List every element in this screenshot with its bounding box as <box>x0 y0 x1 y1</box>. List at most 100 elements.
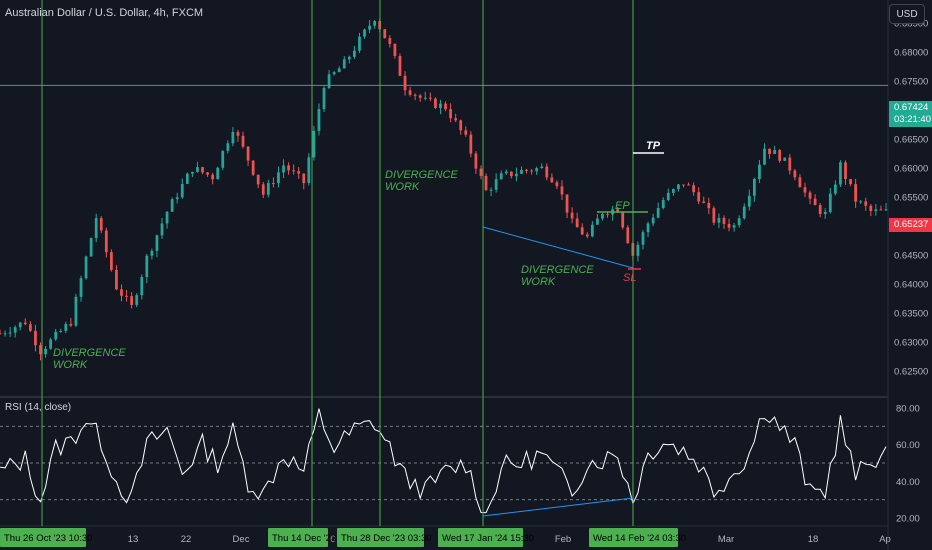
candle-body <box>23 322 27 325</box>
price-tick-label: 0.62500 <box>894 367 928 378</box>
last-price-badge: 0.65237 <box>889 218 932 232</box>
drawing-lines[interactable] <box>482 152 664 517</box>
time-highlight-label: Thu 28 Dec '23 03:30 <box>341 533 432 544</box>
candle-body <box>201 167 204 173</box>
entry-price-label[interactable]: EP <box>615 200 630 212</box>
vertical-lines[interactable] <box>41 0 634 526</box>
candle-body <box>54 331 58 340</box>
candle-body <box>570 212 574 219</box>
candle-body <box>418 95 422 98</box>
candle-body <box>550 177 554 183</box>
rsi-line-group <box>0 408 887 514</box>
candle-body <box>13 327 17 333</box>
candle-body <box>530 170 533 172</box>
divergence-annotation-2[interactable]: DIVERGENCE WORK <box>385 169 458 193</box>
candle-body <box>130 296 134 305</box>
divergence-annotation-1[interactable]: DIVERGENCE WORK <box>53 347 126 371</box>
chart-title: Australian Dollar / U.S. Dollar, 4h, FXC… <box>5 7 204 19</box>
divergence-annotation-3-line1: DIVERGENCE <box>521 264 594 276</box>
candle-body <box>408 90 412 95</box>
candle-body <box>768 148 771 154</box>
candle-body <box>833 184 837 194</box>
candle-body <box>221 150 225 168</box>
candle-body <box>616 209 620 213</box>
candle-body <box>565 194 569 213</box>
candle-body <box>79 278 83 297</box>
candle-body <box>560 186 564 195</box>
candle-body <box>606 213 609 215</box>
candle-body <box>28 324 32 331</box>
candle-body <box>373 21 377 26</box>
candle-body <box>322 88 326 110</box>
take-profit-label[interactable]: TP <box>646 140 661 152</box>
candle-body <box>499 173 503 180</box>
divergence-annotation-3[interactable]: DIVERGENCE WORK <box>521 264 594 288</box>
candle-body <box>444 103 447 110</box>
candle-body <box>439 103 442 109</box>
current-price-badge: 0.67424 03:21:40 <box>889 101 932 127</box>
candle-body <box>125 295 128 297</box>
candle-body <box>808 192 812 199</box>
candle-body <box>246 146 250 161</box>
time-axis-ticks: 13 22 Dec 0 Feb Mar 18 Ap Thu 26 Oct '23 10:30 Th… <box>0 528 891 547</box>
time-tick-label: 22 <box>181 534 192 545</box>
candle-body <box>484 175 488 191</box>
candle-body <box>191 171 194 174</box>
candle-body <box>773 150 777 154</box>
currency-button[interactable]: USD <box>889 4 925 24</box>
candle-body <box>707 202 711 209</box>
candle-body <box>666 192 670 200</box>
candle-body <box>196 167 199 172</box>
candle-body <box>185 173 189 184</box>
candle-body <box>256 174 260 185</box>
candle-body <box>0 333 2 335</box>
candle-body <box>64 324 68 331</box>
candle-body <box>702 201 706 203</box>
price-trendline <box>482 226 634 269</box>
rsi-tick-label: 20.00 <box>896 514 920 525</box>
candle-body <box>469 134 473 154</box>
candle-body <box>575 218 579 228</box>
candle-body <box>363 29 366 37</box>
candle-body <box>74 296 78 326</box>
candle-body <box>44 348 47 355</box>
candle-body <box>793 170 797 178</box>
rsi-guide-lines <box>0 425 886 501</box>
candle-body <box>180 183 184 198</box>
divergence-annotation-1-line1: DIVERGENCE <box>53 347 126 359</box>
price-tick-label: 0.64000 <box>894 280 928 291</box>
candle-body <box>94 218 98 239</box>
candle-body <box>160 223 164 236</box>
candle-body <box>813 198 817 206</box>
price-tick-label: 0.64500 <box>894 251 928 262</box>
rsi-indicator-label[interactable]: RSI (14, close) <box>5 402 72 413</box>
candle-body <box>39 345 42 355</box>
candle-body <box>383 29 387 39</box>
rsi-tick-label: 80.00 <box>896 404 920 415</box>
candle-body <box>727 223 731 228</box>
candle-body <box>104 230 108 253</box>
candle-body <box>869 205 873 211</box>
time-tick-label: 18 <box>808 534 819 545</box>
candle-body <box>211 174 215 180</box>
candle-body <box>216 167 220 180</box>
time-highlight-label: Thu 14 Dec '23 <box>272 533 336 544</box>
candle-body <box>722 217 726 224</box>
candle-body <box>423 97 427 99</box>
candle-body <box>580 227 584 235</box>
divergence-annotation-1-line2: WORK <box>53 359 88 371</box>
candle-body <box>449 109 452 119</box>
candle-body <box>337 68 341 73</box>
stop-loss-label[interactable]: SL <box>623 272 637 284</box>
price-tick-label: 0.66500 <box>894 135 928 146</box>
candle-body <box>464 130 468 135</box>
candle-body <box>798 177 802 188</box>
candle-body <box>509 171 513 177</box>
candle-body <box>393 43 397 57</box>
candle-body <box>494 179 498 190</box>
candle-body <box>327 74 331 89</box>
time-tick-label: Ap <box>879 534 891 545</box>
candle-body <box>115 269 118 290</box>
